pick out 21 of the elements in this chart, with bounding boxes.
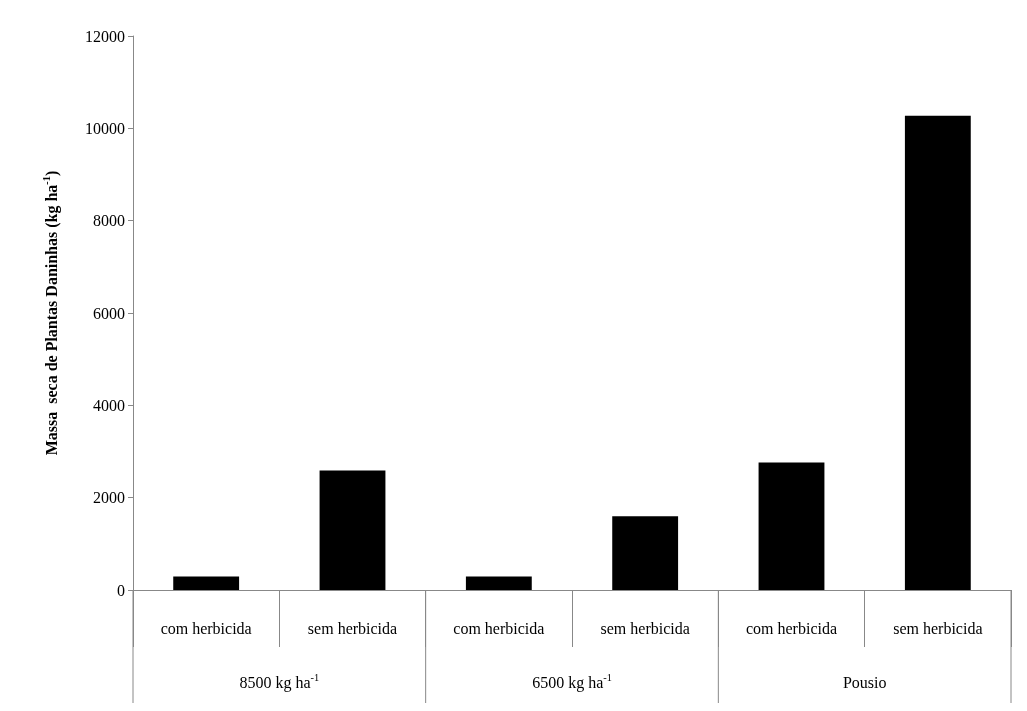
x-tick-label: sem herbicida (307, 619, 398, 637)
y-axis-title: Massa seca de Plantas Daninhas (kg ha-1) (40, 170, 61, 456)
bar (904, 115, 971, 590)
y-tick-label: 6000 (93, 304, 125, 322)
text: Pousio (842, 673, 887, 691)
bar (465, 576, 532, 590)
x-tick-label: com herbicida (160, 619, 252, 637)
y-tick-label: 8000 (93, 212, 125, 230)
x-tick-label: com herbicida (745, 619, 838, 637)
y-tick-label: 4000 (93, 396, 125, 414)
bar (173, 576, 240, 590)
x-tick-label: sem herbicida (893, 619, 983, 637)
bar (758, 462, 825, 590)
y-tick-label: 12000 (85, 27, 125, 45)
bar (612, 516, 679, 590)
x-tick-label: sem herbicida (600, 619, 690, 637)
y-tick-label: 0 (117, 581, 125, 599)
x-tick-label: com herbicida (453, 619, 545, 637)
bar (319, 470, 386, 590)
y-tick-label: 10000 (85, 119, 125, 137)
y-tick-label: 2000 (93, 489, 125, 507)
